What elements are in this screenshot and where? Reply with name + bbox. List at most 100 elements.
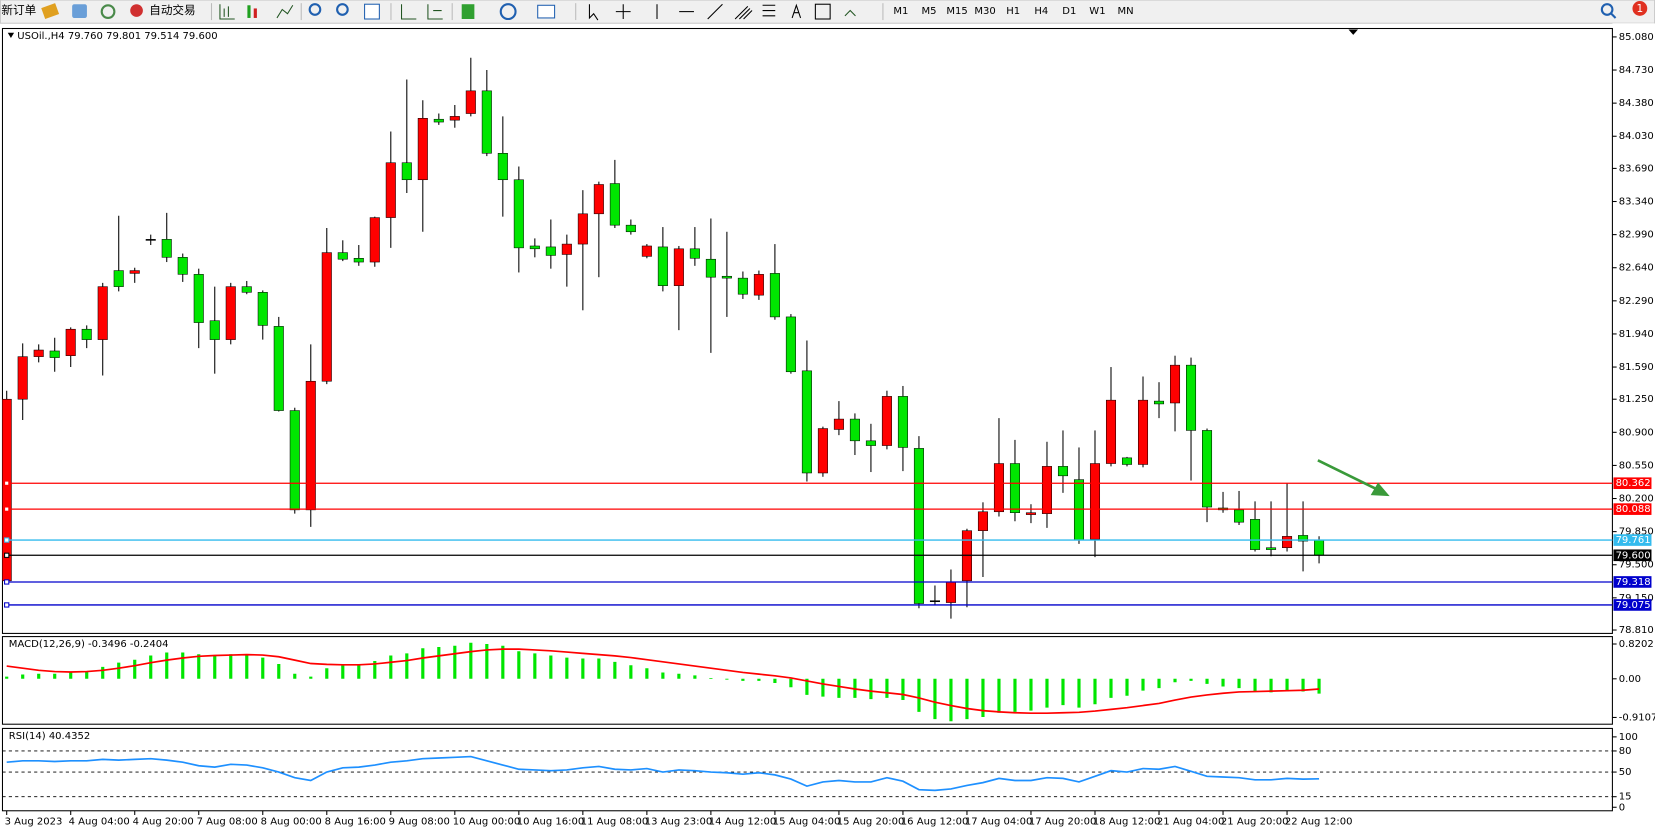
x-tick-label: 18 Aug 12:00: [1093, 816, 1161, 827]
zoom-out[interactable]: [336, 3, 349, 16]
icon[interactable]: [41, 3, 60, 20]
icon[interactable]: [247, 5, 251, 18]
timeframe-button[interactable]: MN: [1117, 6, 1133, 17]
channel-tool[interactable]: [734, 5, 753, 20]
icon[interactable]: [427, 4, 443, 20]
indicator-line: [6, 755, 1320, 792]
icon[interactable]: [276, 4, 294, 19]
candle-body: [225, 286, 236, 340]
timeframe-bar: M1 M5 M15 M30 H1 H4 D1 W1 MN: [893, 6, 1133, 17]
icon[interactable]: [219, 4, 235, 20]
title-marker: [7, 32, 15, 39]
candle-body: [545, 246, 556, 256]
plot-content: [5, 642, 1321, 722]
candle-body: [657, 246, 668, 286]
icon[interactable]: [400, 4, 417, 20]
icon[interactable]: [253, 8, 257, 18]
icon[interactable]: [537, 4, 556, 19]
candle-body: [401, 162, 412, 181]
candle-body: [529, 245, 540, 250]
icon[interactable]: [364, 3, 380, 20]
cursor-tool[interactable]: [588, 4, 599, 21]
candle-body: [513, 179, 524, 249]
plot-content: [2, 750, 1613, 798]
candle-body: [17, 356, 28, 400]
y-tick-label: 80: [1619, 746, 1632, 757]
candle-body: [161, 239, 172, 258]
timeframe-button[interactable]: M1: [893, 6, 908, 17]
x-tick-label: 17 Aug 04:00: [965, 816, 1033, 827]
candle-body: [945, 581, 956, 603]
icon[interactable]: [461, 4, 475, 20]
candle-body: [609, 183, 620, 226]
candle-body: [705, 258, 716, 278]
y-tick-label: 80.550: [1619, 460, 1654, 471]
x-tick-label: 4 Aug 04:00: [69, 816, 130, 827]
y-tick-label: 100: [1619, 732, 1638, 743]
x-tick-label: 10 Aug 00:00: [453, 816, 521, 827]
y-tick-label: 85.080: [1619, 32, 1654, 43]
candle-body: [1009, 463, 1020, 513]
candle-body: [369, 217, 380, 263]
candle-body: [833, 418, 844, 430]
candle-body: [1025, 512, 1036, 515]
candle-body: [113, 270, 124, 287]
candle-body: [1314, 539, 1325, 556]
axis-panel: [1612, 23, 1655, 811]
candle-body: [449, 116, 460, 121]
shapes-tool[interactable]: [844, 9, 856, 17]
badge[interactable]: [1632, 1, 1648, 16]
y-tick-label: 15: [1619, 792, 1632, 803]
icon[interactable]: [100, 4, 116, 20]
timeframe-button[interactable]: M15: [946, 6, 967, 17]
text-tool[interactable]: [791, 3, 802, 19]
x-tick-label: 8 Aug 16:00: [325, 816, 386, 827]
candle-body: [913, 448, 924, 604]
crosshair-tool[interactable]: [615, 4, 631, 20]
timeframe-button[interactable]: W1: [1089, 6, 1105, 17]
badge-count: 1: [1636, 3, 1643, 15]
candle-body: [721, 275, 732, 279]
level-label: 79.761: [1616, 535, 1651, 546]
new-order-button[interactable]: 新订单: [1, 3, 36, 17]
y-tick-label: 84.730: [1619, 65, 1654, 76]
timeframe-button[interactable]: M30: [974, 6, 995, 17]
label-tool[interactable]: [814, 3, 831, 20]
icon[interactable]: [72, 4, 87, 18]
timeframe-button[interactable]: H1: [1006, 6, 1020, 17]
timeframe-button[interactable]: M5: [921, 6, 936, 17]
candle-body: [753, 274, 764, 296]
candle-body: [769, 273, 780, 318]
candle-body: [385, 162, 396, 218]
icon[interactable]: [499, 3, 517, 21]
level-label-bg: [1613, 477, 1652, 490]
candle-body: [1169, 364, 1181, 404]
timeframe-button[interactable]: D1: [1062, 6, 1076, 17]
trendline-tool[interactable]: [707, 3, 723, 20]
y-tick-label: 79.850: [1619, 527, 1654, 538]
auto-trading-button[interactable]: 自动交易: [149, 3, 195, 17]
candle-body: [1186, 364, 1197, 431]
candle-body: [497, 153, 508, 181]
candle-body: [465, 90, 476, 114]
y-tick-label: 0: [1619, 802, 1625, 813]
zoom-in[interactable]: [308, 3, 322, 16]
candle-body: [1073, 479, 1085, 541]
y-tick-label: 83.690: [1619, 163, 1654, 174]
x-tick-label: 8 Aug 00:00: [261, 816, 322, 827]
candle-body: [625, 224, 636, 233]
fibo-tool[interactable]: [762, 4, 776, 17]
icon[interactable]: [130, 4, 143, 17]
candle-body: [1105, 399, 1117, 464]
search[interactable]: [1600, 3, 1614, 16]
annotation-arrow: [1317, 459, 1390, 497]
level-handle: [4, 602, 10, 608]
candle-body: [193, 274, 204, 323]
candle-body: [737, 277, 748, 295]
candle-body: [817, 428, 828, 474]
timeframe-button[interactable]: H4: [1034, 6, 1048, 17]
level-label: 80.088: [1616, 504, 1651, 515]
y-tick-label: 79.500: [1619, 560, 1654, 571]
level-label: 80.362: [1616, 478, 1651, 489]
